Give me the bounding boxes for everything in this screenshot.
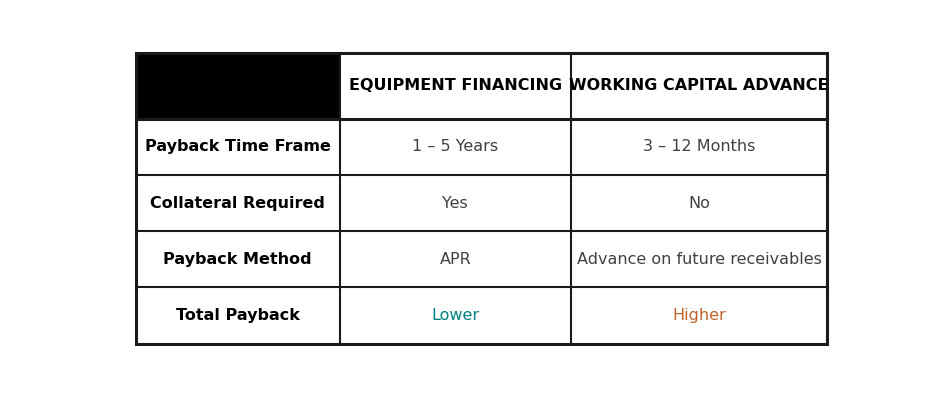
Text: Collateral Required: Collateral Required: [150, 195, 325, 211]
Text: Payback Time Frame: Payback Time Frame: [145, 139, 331, 154]
Text: Payback Method: Payback Method: [163, 252, 312, 267]
Bar: [571, 231, 827, 287]
Bar: [571, 53, 827, 119]
Bar: [340, 231, 571, 287]
Bar: [571, 287, 827, 344]
Text: Yes: Yes: [442, 195, 469, 211]
Text: Higher: Higher: [672, 308, 726, 323]
Bar: [340, 175, 571, 231]
Text: WORKING CAPITAL ADVANCE: WORKING CAPITAL ADVANCE: [569, 78, 829, 94]
Text: No: No: [688, 195, 710, 211]
Bar: [340, 53, 571, 119]
Text: APR: APR: [439, 252, 471, 267]
Text: EQUIPMENT FINANCING: EQUIPMENT FINANCING: [348, 78, 562, 94]
Bar: [135, 119, 340, 175]
Bar: [135, 287, 340, 344]
Text: Total Payback: Total Payback: [176, 308, 300, 323]
Bar: [340, 119, 571, 175]
Bar: [135, 231, 340, 287]
Bar: [135, 53, 340, 119]
Bar: [135, 175, 340, 231]
Bar: [571, 175, 827, 231]
Text: 3 – 12 Months: 3 – 12 Months: [643, 139, 755, 154]
Text: Advance on future receivables: Advance on future receivables: [577, 252, 822, 267]
Bar: [340, 287, 571, 344]
Bar: [571, 119, 827, 175]
Text: 1 – 5 Years: 1 – 5 Years: [412, 139, 499, 154]
Text: Lower: Lower: [431, 308, 480, 323]
